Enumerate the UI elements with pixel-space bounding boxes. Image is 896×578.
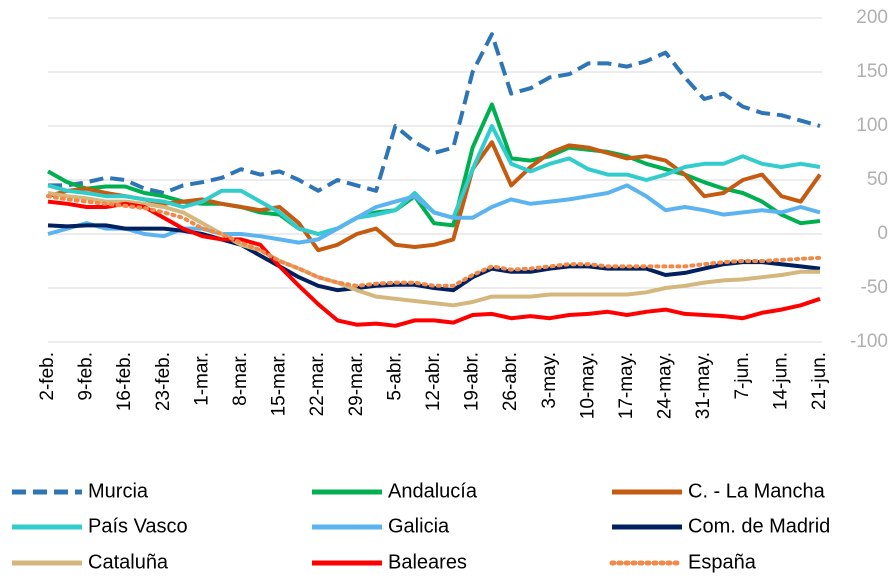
x-tick-label: 12-abr. (423, 352, 444, 411)
legend-label: España (688, 551, 757, 573)
x-tick-label: 10-may. (577, 352, 598, 419)
series-line (46, 194, 822, 288)
x-tick-label: 3-may. (539, 352, 560, 409)
x-tick-label: 19-abr. (462, 352, 483, 411)
series-line (47, 140, 822, 253)
series-line (47, 102, 821, 236)
legend-label: Baleares (388, 551, 467, 573)
series-line (47, 223, 821, 293)
x-tick-label: 1-mar. (191, 352, 212, 406)
x-tick-label: 9-feb. (76, 352, 97, 401)
legend-label: País Vasco (88, 515, 188, 537)
series-line (47, 199, 821, 328)
legend-label: Murcia (88, 480, 149, 502)
y-tick-label: 150 (856, 61, 888, 82)
x-tick-label: 16-feb. (114, 352, 135, 411)
x-tick-label: 31-may. (693, 352, 714, 419)
x-tick-label: 7-jun. (732, 352, 753, 400)
y-tick-label: -50 (861, 277, 888, 298)
series-line (48, 32, 821, 195)
x-tick-label: 15-mar. (269, 352, 290, 416)
legend-label: Cataluña (88, 551, 169, 573)
legend-label: Andalucía (388, 480, 478, 502)
x-tick-label: 2-feb. (37, 352, 58, 401)
x-tick-label: 22-mar. (307, 352, 328, 416)
x-tick-label: 29-mar. (346, 352, 367, 416)
x-tick-label: 26-abr. (500, 352, 521, 411)
y-tick-label: 0 (877, 223, 888, 244)
y-tick-label: 100 (856, 115, 888, 136)
series-line (47, 191, 820, 308)
x-tick-label: 21-jun. (809, 352, 830, 410)
legend-label: C. - La Mancha (688, 480, 826, 502)
x-tick-label: 8-mar. (230, 352, 251, 406)
y-tick-label: 200 (856, 7, 888, 28)
x-tick-label: 23-feb. (153, 352, 174, 411)
legend-label: Galicia (388, 515, 450, 537)
legend-label: Com. de Madrid (688, 515, 830, 537)
x-tick-label: 14-jun. (770, 352, 791, 410)
x-tick-label: 17-may. (616, 352, 637, 419)
y-tick-label: 50 (867, 169, 888, 190)
y-tick-label: -100 (850, 331, 888, 352)
x-tick-label: 24-may. (655, 352, 676, 419)
x-tick-label: 5-abr. (384, 352, 405, 401)
